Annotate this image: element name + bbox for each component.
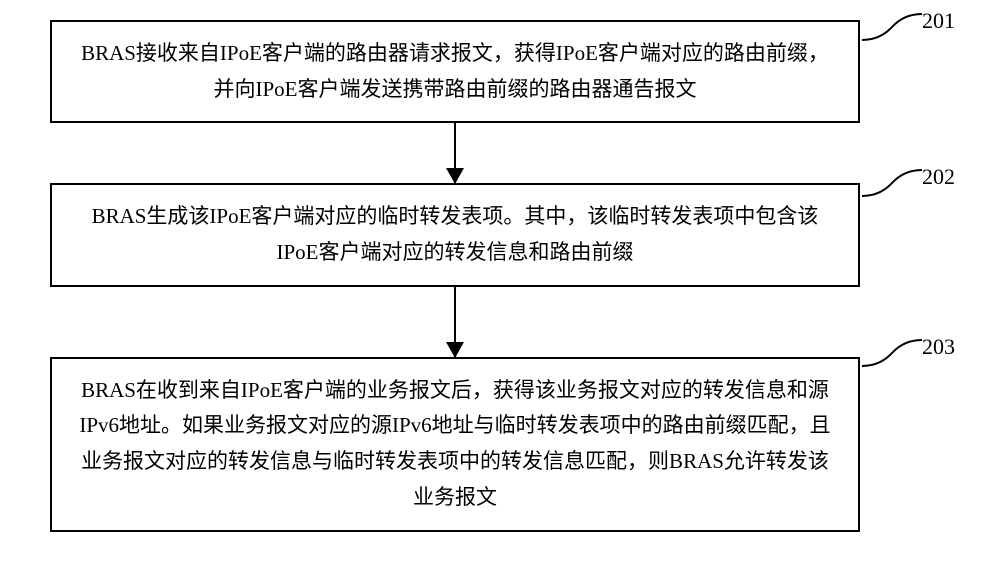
step-text-202: BRAS生成该IPoE客户端对应的临时转发表项。其中，该临时转发表项中包含该IP… [76,199,834,270]
label-connector-201 [862,12,922,42]
arrow-2 [454,287,456,357]
step-label-202: 202 [922,164,955,190]
arrow-1 [454,123,456,183]
step-box-203: BRAS在收到来自IPoE客户端的业务报文后，获得该业务报文对应的转发信息和源I… [50,357,860,532]
step-label-203: 203 [922,334,955,360]
step-box-202: BRAS生成该IPoE客户端对应的临时转发表项。其中，该临时转发表项中包含该IP… [50,183,860,286]
step-text-201: BRAS接收来自IPoE客户端的路由器请求报文，获得IPoE客户端对应的路由前缀… [76,36,834,107]
label-connector-202 [862,168,922,198]
step-label-201: 201 [922,8,955,34]
arrow-1-container [50,123,860,183]
label-connector-203 [862,338,922,368]
step-box-201: BRAS接收来自IPoE客户端的路由器请求报文，获得IPoE客户端对应的路由前缀… [50,20,860,123]
flowchart-container: BRAS接收来自IPoE客户端的路由器请求报文，获得IPoE客户端对应的路由前缀… [50,20,950,532]
arrow-2-container [50,287,860,357]
step-text-203: BRAS在收到来自IPoE客户端的业务报文后，获得该业务报文对应的转发信息和源I… [76,373,834,516]
